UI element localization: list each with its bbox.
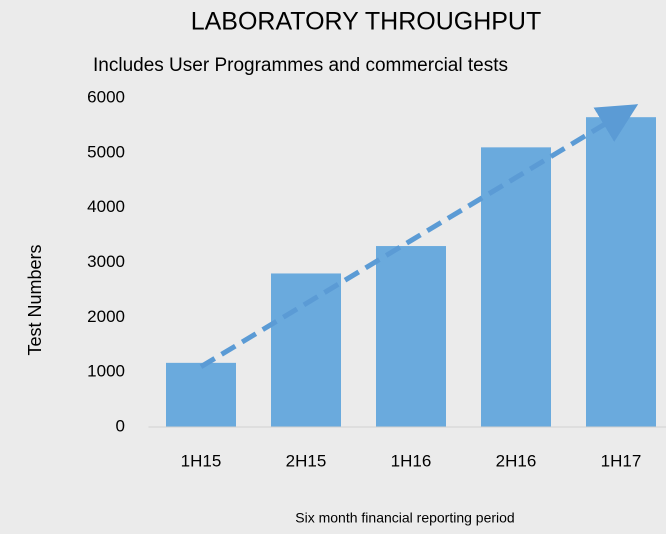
x-tick-label: 1H17	[601, 451, 642, 470]
y-tick-label: 2000	[87, 307, 125, 326]
y-tick-label: 1000	[87, 362, 125, 381]
x-tick-label: 2H15	[286, 451, 327, 470]
bar	[586, 117, 656, 428]
chart-title: LABORATORY THROUGHPUT	[191, 8, 542, 36]
y-axis-label: Test Numbers	[25, 244, 45, 355]
x-axis-label: Six month financial reporting period	[295, 510, 514, 526]
y-tick-label: 3000	[87, 252, 125, 271]
bar	[376, 246, 446, 427]
y-tick-label: 6000	[87, 87, 125, 106]
bar	[481, 147, 551, 427]
bar	[271, 273, 341, 427]
y-tick-label: 5000	[87, 142, 125, 161]
x-tick-label: 1H15	[181, 451, 222, 470]
trend-line	[199, 104, 639, 369]
x-tick-label: 1H16	[391, 451, 432, 470]
chart-subtitle: Includes User Programmes and commercial …	[93, 55, 508, 76]
y-tick-label: 0	[116, 416, 125, 435]
x-tick-label: 2H16	[496, 451, 537, 470]
bar	[166, 362, 236, 427]
y-tick-label: 4000	[87, 197, 125, 216]
